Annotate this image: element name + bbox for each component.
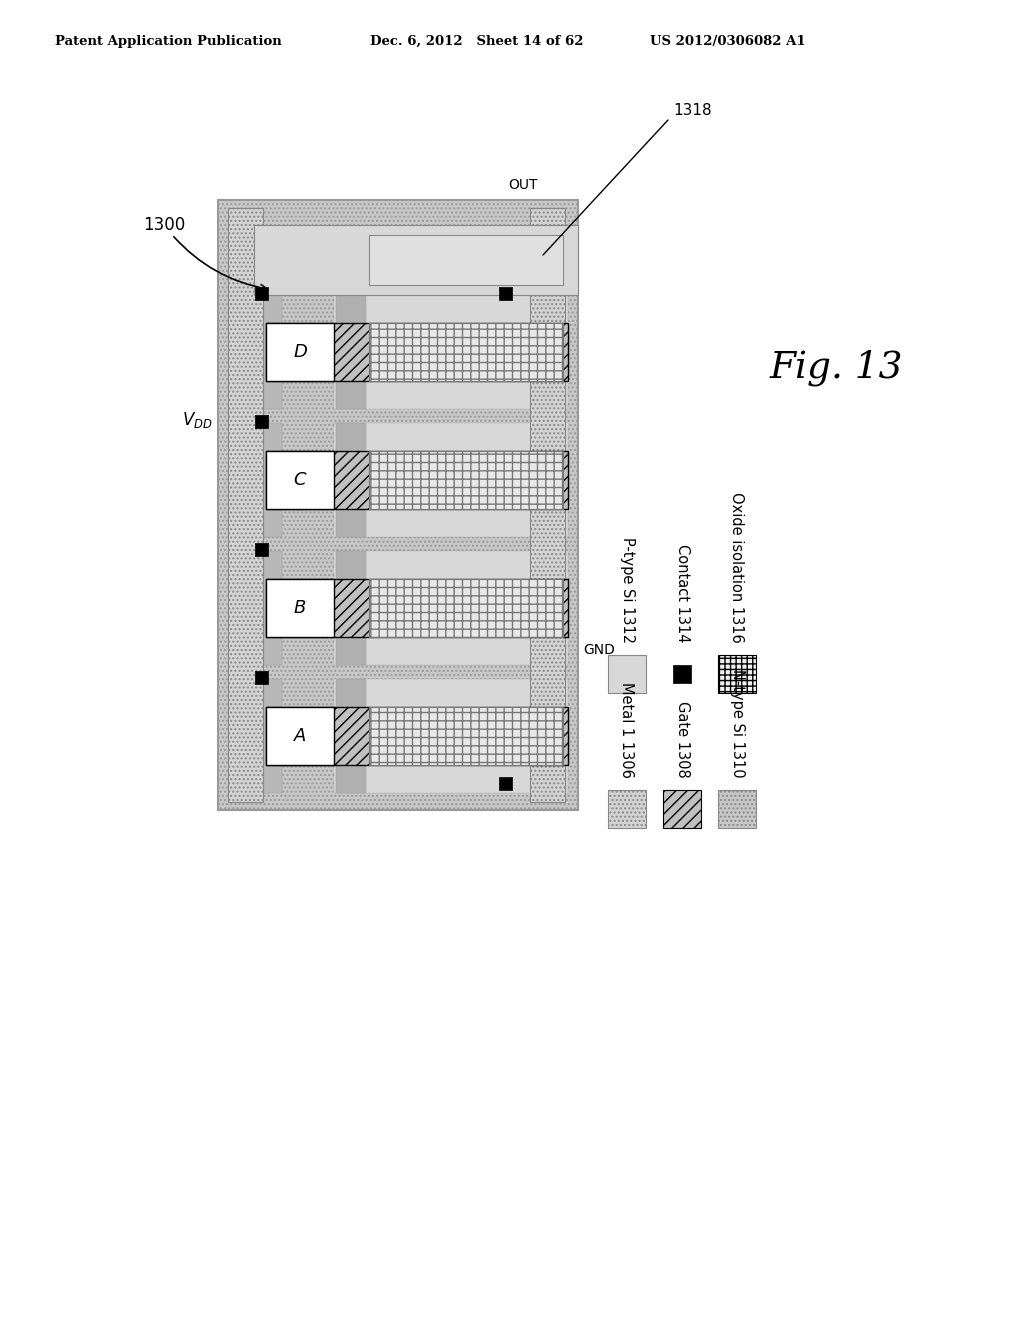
Bar: [266, 708, 568, 766]
Text: Metal 1 1306: Metal 1 1306: [620, 682, 635, 777]
Bar: [336, 678, 366, 793]
Bar: [263, 294, 268, 409]
Bar: [255, 543, 267, 556]
Bar: [255, 414, 267, 428]
Bar: [334, 422, 568, 537]
Bar: [266, 323, 568, 381]
Bar: [718, 655, 756, 693]
Text: GND: GND: [583, 643, 614, 657]
Bar: [673, 665, 691, 682]
Bar: [266, 451, 334, 510]
Bar: [266, 323, 334, 381]
Bar: [254, 224, 578, 294]
Bar: [263, 422, 268, 537]
Text: C: C: [294, 471, 306, 488]
Bar: [369, 708, 563, 766]
Bar: [263, 678, 268, 793]
Text: Contact 1314: Contact 1314: [675, 544, 689, 643]
Text: B: B: [294, 599, 306, 616]
Bar: [334, 678, 568, 793]
Bar: [255, 286, 267, 300]
Bar: [255, 671, 267, 684]
Text: Patent Application Publication: Patent Application Publication: [55, 36, 282, 48]
Text: $V_{DD}$: $V_{DD}$: [182, 411, 213, 430]
Bar: [369, 579, 563, 638]
Text: Oxide isolation 1316: Oxide isolation 1316: [729, 492, 744, 643]
Text: N-type Si 1310: N-type Si 1310: [729, 669, 744, 777]
Text: Fig. 13: Fig. 13: [770, 350, 903, 387]
Bar: [499, 286, 512, 300]
Bar: [266, 708, 334, 766]
Text: Dec. 6, 2012   Sheet 14 of 62: Dec. 6, 2012 Sheet 14 of 62: [370, 36, 584, 48]
Text: P-type Si 1312: P-type Si 1312: [620, 537, 635, 643]
Bar: [499, 776, 512, 789]
Bar: [266, 451, 568, 510]
Text: Gate 1308: Gate 1308: [675, 701, 689, 777]
Bar: [266, 579, 568, 638]
Text: 1300: 1300: [143, 216, 267, 292]
Bar: [266, 579, 334, 638]
Bar: [334, 550, 568, 665]
Bar: [608, 655, 646, 693]
Bar: [228, 209, 263, 803]
Text: D: D: [293, 343, 307, 360]
Bar: [336, 422, 366, 537]
Bar: [369, 235, 563, 285]
Bar: [254, 294, 282, 409]
Bar: [608, 789, 646, 828]
Bar: [254, 550, 282, 665]
Bar: [263, 550, 268, 665]
Bar: [369, 451, 563, 510]
Bar: [336, 294, 366, 409]
Bar: [254, 678, 282, 793]
Bar: [334, 294, 568, 409]
Bar: [336, 550, 366, 665]
Text: OUT: OUT: [508, 178, 538, 191]
Bar: [218, 201, 578, 810]
Bar: [369, 323, 563, 381]
Bar: [530, 209, 565, 803]
Bar: [663, 789, 701, 828]
Text: A: A: [294, 727, 306, 744]
Text: US 2012/0306082 A1: US 2012/0306082 A1: [650, 36, 806, 48]
Bar: [254, 422, 282, 537]
Text: 1318: 1318: [673, 103, 712, 117]
Bar: [718, 789, 756, 828]
